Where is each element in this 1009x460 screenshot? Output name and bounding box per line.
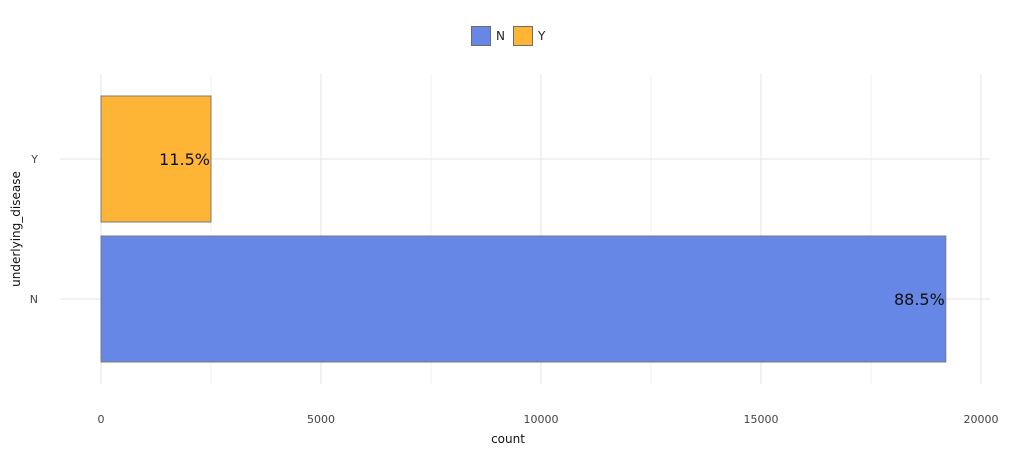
legend-label-n: N [496,29,505,43]
x-tick-label: 0 [98,413,105,426]
x-tick-labels: 0 5000 10000 15000 20000 [98,413,999,426]
y-tick-label-n: N [30,293,38,306]
y-tick-labels: YN [30,153,39,306]
legend-swatch-n [471,26,491,46]
legend-label-y: Y [537,29,546,43]
bar-y [100,95,212,223]
data-label-n: 88.5% [894,290,945,309]
x-axis-title: count [491,432,525,446]
x-tick-label: 20000 [964,413,999,426]
legend: N Y [471,26,553,46]
y-axis-title: underlying_disease [9,171,23,287]
x-tick-label: 5000 [307,413,335,426]
y-tick-label-y: Y [30,153,38,166]
x-tick-label: 15000 [744,413,779,426]
x-tick-label: 10000 [524,413,559,426]
legend-item-y: Y [512,26,546,46]
legend-swatch-y [512,26,533,46]
bars: 11.5% 88.5% [100,95,947,363]
data-label-y: 11.5% [159,150,210,169]
legend-item-n: N [471,26,505,46]
bar-n [100,235,947,363]
